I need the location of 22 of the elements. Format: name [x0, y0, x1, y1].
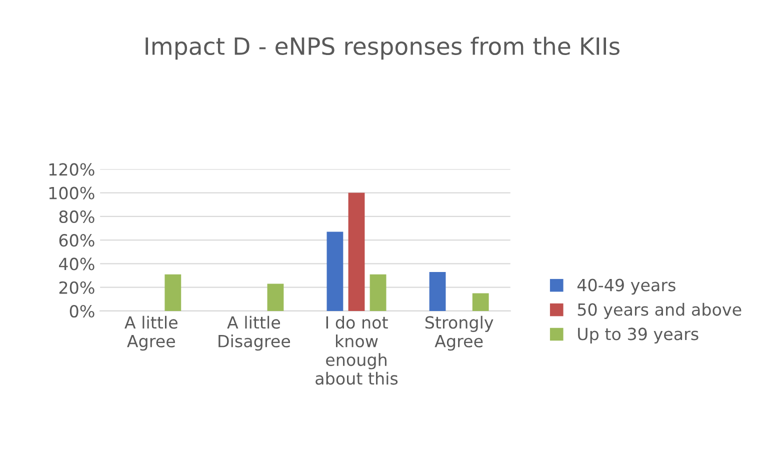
bar — [348, 192, 365, 311]
x-tick-label: Strongly Agree — [425, 316, 494, 351]
bar — [472, 293, 489, 311]
y-tick-label: 80% — [59, 210, 94, 224]
y-tick-label: 100% — [49, 186, 94, 200]
bar — [164, 274, 182, 311]
legend-label: 50 years and above — [578, 302, 742, 320]
bar — [267, 284, 284, 311]
y-tick-label: 120% — [49, 163, 94, 176]
chart-title: Impact D - eNPS responses from the KIIs — [146, 36, 620, 60]
x-tick-label: I do not know enough about this — [316, 316, 398, 385]
y-tick-label: 0% — [70, 304, 94, 318]
legend-label: Up to 39 years — [578, 328, 698, 344]
x-tick-label: A little Agree — [124, 316, 178, 351]
x-tick-label: A little Disagree — [218, 316, 290, 351]
y-tick-label: 60% — [59, 234, 94, 247]
bar — [429, 272, 446, 311]
bar — [370, 274, 386, 311]
legend-label: 40-49 years — [577, 278, 676, 295]
y-tick-label: 20% — [59, 281, 94, 294]
bar — [326, 232, 344, 311]
y-tick-label: 40% — [58, 258, 94, 270]
